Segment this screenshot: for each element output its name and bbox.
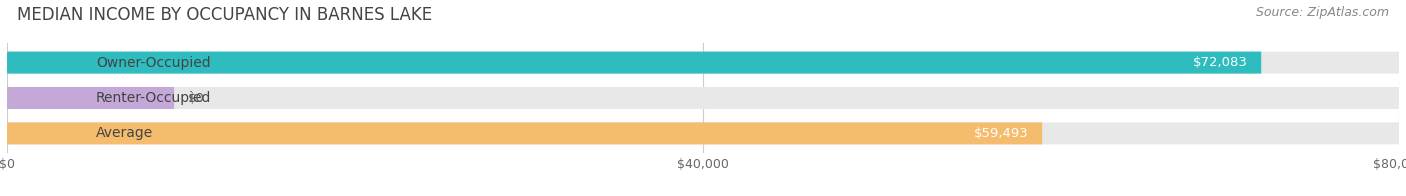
Text: Renter-Occupied: Renter-Occupied	[96, 91, 211, 105]
FancyBboxPatch shape	[7, 122, 1042, 144]
FancyBboxPatch shape	[7, 122, 1399, 144]
FancyBboxPatch shape	[7, 87, 174, 109]
Text: $59,493: $59,493	[973, 127, 1028, 140]
FancyBboxPatch shape	[7, 87, 1399, 109]
Text: MEDIAN INCOME BY OCCUPANCY IN BARNES LAKE: MEDIAN INCOME BY OCCUPANCY IN BARNES LAK…	[17, 6, 432, 24]
FancyBboxPatch shape	[7, 52, 1399, 74]
Text: $72,083: $72,083	[1192, 56, 1247, 69]
Text: Average: Average	[96, 126, 153, 140]
Text: Owner-Occupied: Owner-Occupied	[96, 56, 211, 70]
FancyBboxPatch shape	[7, 52, 1261, 74]
Text: $0: $0	[188, 92, 205, 104]
Text: Source: ZipAtlas.com: Source: ZipAtlas.com	[1256, 6, 1389, 19]
